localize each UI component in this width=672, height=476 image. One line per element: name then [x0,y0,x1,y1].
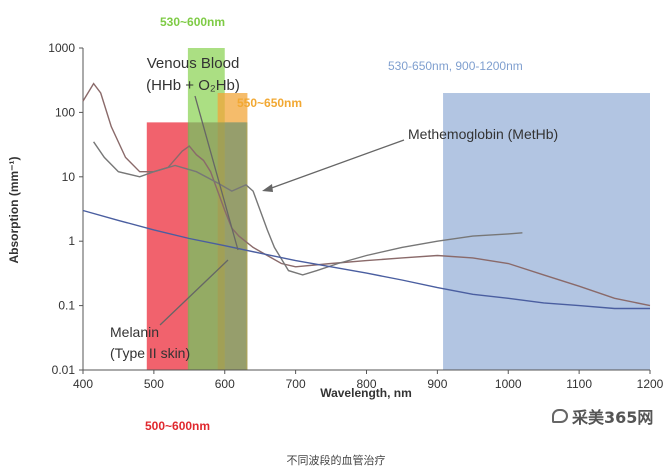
annotation-arrows [159,95,405,326]
figure-caption: 不同波段的血管治疗 [286,454,386,467]
band-0 [146,122,190,370]
y-tick-label: 10 [62,170,76,184]
band-label-530-650-900-1200: 530-650nm, 900-1200nm [388,59,523,73]
y-tick-label: 0.1 [58,299,75,313]
x-tick-label: 700 [286,377,306,391]
y-axis-ticks: 0.01 0.1 1 10 100 1000 [48,41,83,377]
x-tick-label: 400 [73,377,93,391]
venous-blood-pointer [194,95,239,251]
watermark: 采美365网 [552,404,653,428]
band-4 [443,93,650,370]
x-tick-label: 500 [144,377,164,391]
x-axis-ticks: 400 500 600 700 800 900 1000 1100 1200 [73,370,664,391]
x-axis-label: Wavelength, nm [320,386,412,400]
series-line-1 [93,141,523,276]
x-tick-label: 800 [356,377,376,391]
melanin-label: Melanin [110,324,159,340]
x-tick-label: 1000 [495,377,522,391]
methemoglobin-label: Methemoglobin (MetHb) [408,126,558,142]
melanin-sublabel: (Type II skin) [110,345,190,361]
x-tick-label: 600 [215,377,235,391]
y-tick-label: 1 [68,234,75,248]
chat-bubble-icon [552,409,568,423]
watermark-text: 采美365网 [572,408,654,427]
y-tick-label: 0.01 [52,363,76,377]
x-tick-label: 900 [427,377,447,391]
methemoglobin-arrow [265,139,405,191]
band-label-500-600: 500~600nm [145,419,210,433]
series-line-2 [82,209,650,310]
melanin-pointer [159,259,229,326]
x-tick-label: 1200 [637,377,664,391]
y-axis-label: Absorption (mm⁻¹) [7,157,21,264]
x-tick-label: 1100 [566,377,592,391]
y-tick-label: 1000 [48,41,75,55]
band-5 [187,122,248,370]
y-tick-label: 100 [55,105,75,119]
venous-blood-label: Venous Blood [147,55,240,72]
venous-blood-sublabel: (HHb + O₂Hb) [146,77,240,94]
methemoglobin-arrowhead [262,184,273,192]
band-label-530-600: 530~600nm [160,15,225,29]
highlight-bands [146,48,650,370]
band-label-550-650: 550~650nm [237,96,302,110]
